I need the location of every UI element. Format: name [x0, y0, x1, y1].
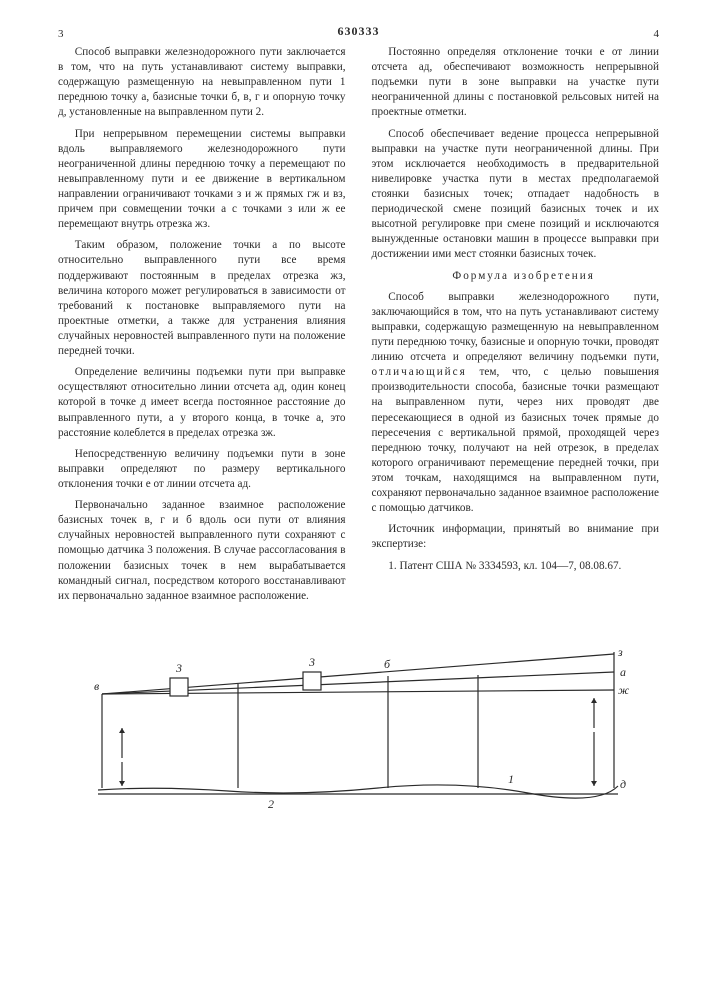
page-number-left: 3: [58, 27, 64, 42]
paragraph: Постоянно определяя отклонение точки е о…: [372, 45, 660, 121]
patent-number: 630333: [58, 24, 659, 39]
source-title: Источник информации, принятый во внимани…: [372, 522, 660, 552]
column-left: 3 Способ выправки железнодорожного пути …: [58, 45, 346, 610]
paragraph: Способ обеспечивает ведение процесса неп…: [372, 127, 660, 263]
svg-text:з: з: [617, 645, 623, 659]
paragraph: Определение величины подъемки пути при в…: [58, 365, 346, 441]
svg-text:3: 3: [308, 655, 315, 669]
paragraph: Способ выправки железнодорожного пути за…: [58, 45, 346, 121]
svg-text:1: 1: [508, 772, 514, 786]
paragraph: Таким образом, положение точки а по высо…: [58, 238, 346, 359]
svg-text:3: 3: [175, 661, 182, 675]
two-column-body: 3 Способ выправки железнодорожного пути …: [58, 45, 659, 610]
svg-text:ж: ж: [618, 683, 629, 697]
paragraph: Первоначально заданное взаимное располож…: [58, 498, 346, 604]
patent-page: 630333 3 Способ выправки железнодорожног…: [0, 0, 707, 853]
svg-text:б: б: [384, 657, 391, 671]
paragraph: При непрерывном перемещении системы выпр…: [58, 127, 346, 233]
svg-text:в: в: [94, 679, 99, 693]
paragraph: Непосредственную величину подъемки пути …: [58, 447, 346, 492]
claim-pre: Способ выправки железнодорожного пути, з…: [372, 291, 660, 363]
claim-post: тем, что, с целью повышения производител…: [372, 366, 660, 514]
claim-title: Формула изобретения: [372, 269, 660, 284]
figure: в 3 3 б заж д 1 2: [58, 628, 659, 823]
svg-text:а: а: [620, 665, 626, 679]
column-right: 4 Постоянно определяя отклонение точки е…: [372, 45, 660, 610]
source-item: 1. Патент США № 3334593, кл. 104—7, 08.0…: [372, 559, 660, 574]
figure-svg: в 3 3 б заж д 1 2: [58, 628, 658, 818]
svg-text:2: 2: [268, 797, 274, 811]
claim-paragraph: Способ выправки железнодорожного пути, з…: [372, 290, 660, 517]
svg-text:д: д: [620, 777, 626, 791]
claim-keyword: отличающийся: [372, 366, 467, 378]
page-number-right: 4: [654, 27, 660, 42]
